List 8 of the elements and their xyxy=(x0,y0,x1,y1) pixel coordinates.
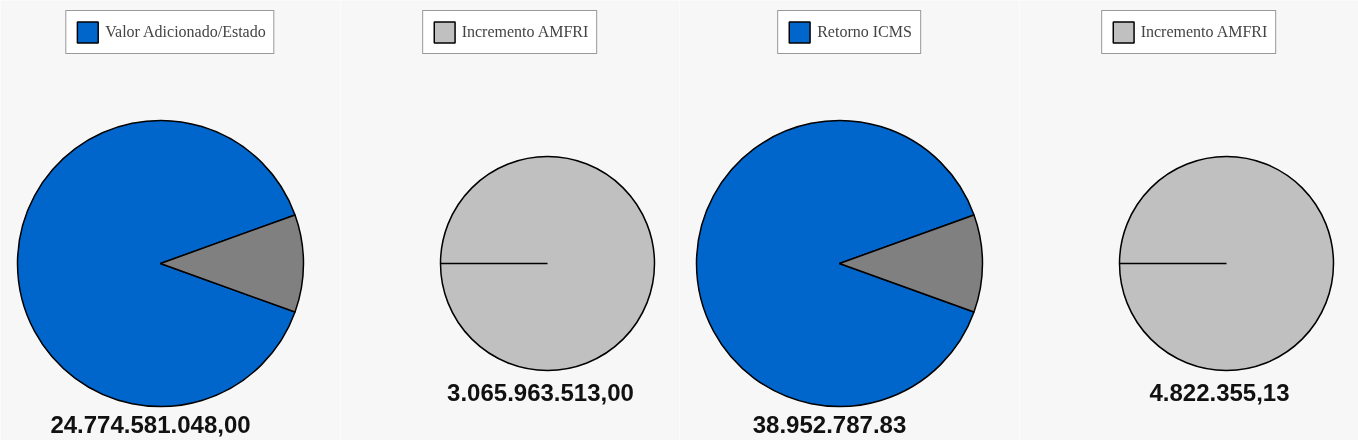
data-label: 4.822.355,13 xyxy=(1149,378,1290,406)
data-label: 38.952.787.83 xyxy=(752,410,907,438)
data-label: 3.065.963.513,00 xyxy=(447,378,634,406)
legend-label: Retorno ICMS xyxy=(817,23,912,41)
data-label: 24.774.581.048,00 xyxy=(50,410,251,438)
legend-label: Incremento AMFRI xyxy=(1140,23,1268,41)
legend-label: Incremento AMFRI xyxy=(461,23,589,41)
legend-label: Valor Adicionado/Estado xyxy=(105,23,266,41)
